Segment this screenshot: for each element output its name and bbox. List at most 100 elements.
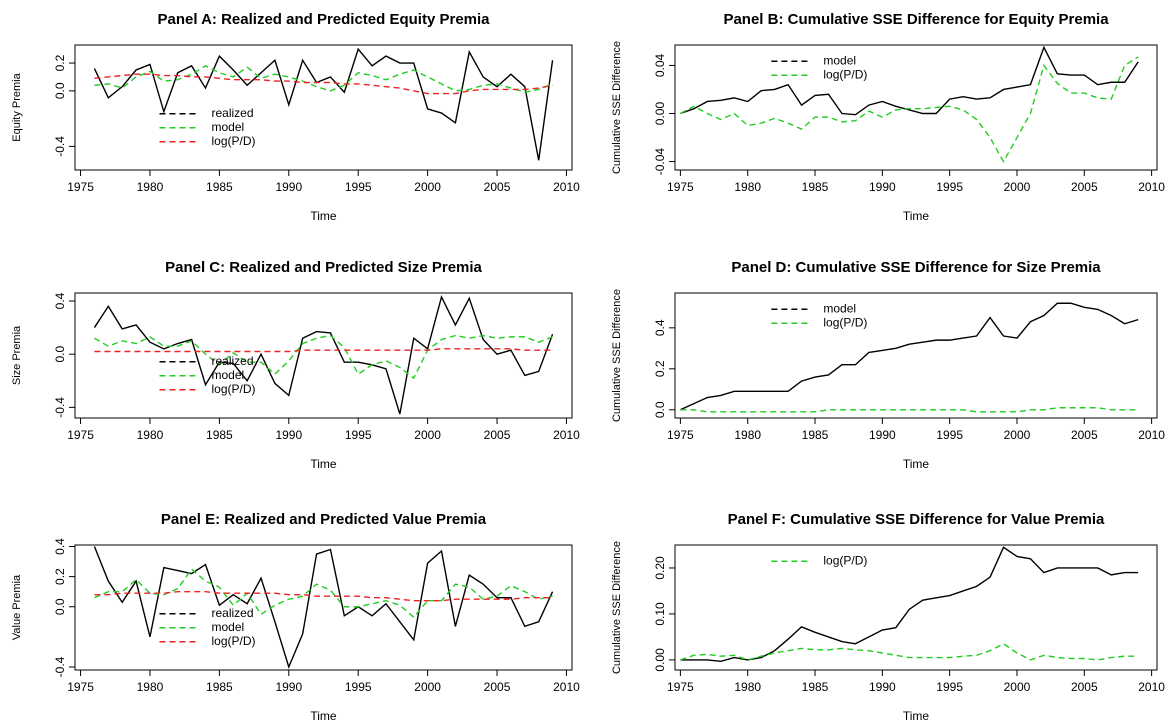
y-tick-label: 0.0 (53, 82, 67, 99)
y-axis-title: Value Premia (11, 574, 23, 640)
y-tick-label: 0.4 (53, 538, 67, 555)
x-tick-label: 1985 (206, 180, 233, 194)
plot-frame (674, 292, 1158, 419)
x-tick-label: 2000 (414, 180, 441, 194)
panel-title: Panel D: Cumulative SSE Difference for S… (731, 259, 1101, 276)
x-tick-label: 2000 (1004, 680, 1031, 694)
series-line (94, 334, 553, 380)
plot-frame (74, 292, 573, 419)
x-tick-label: 1990 (869, 180, 896, 194)
x-tick-label: 1990 (275, 428, 302, 442)
x-tick-label: 1980 (734, 180, 761, 194)
series-line (680, 45, 1139, 116)
legend-label: log(P/D) (211, 382, 255, 396)
series-line (93, 295, 554, 415)
panel-title: Panel A: Realized and Predicted Equity P… (157, 11, 490, 28)
x-tick-label: 1985 (802, 180, 829, 194)
x-tick-label: 1990 (275, 180, 302, 194)
x-tick-label: 2000 (414, 680, 441, 694)
x-axis-title: Time (310, 709, 337, 723)
panel-title: Panel B: Cumulative SSE Difference for E… (723, 11, 1109, 28)
x-tick-label: 1990 (275, 680, 302, 694)
series-line (94, 568, 553, 619)
y-tick-label: -0.04 (653, 148, 667, 176)
x-tick-label: 1995 (345, 428, 372, 442)
series-line (680, 407, 1139, 413)
x-tick-label: 1980 (734, 428, 761, 442)
x-tick-label: 1980 (734, 680, 761, 694)
legend-label: log(P/D) (823, 67, 867, 81)
x-tick-label: 1975 (67, 180, 94, 194)
x-tick-label: 1975 (667, 180, 694, 194)
x-tick-label: 1975 (667, 680, 694, 694)
series-line (680, 56, 1139, 164)
legend-label: log(P/D) (211, 134, 255, 148)
x-tick-label: 2010 (1138, 428, 1165, 442)
x-tick-label: 1975 (667, 428, 694, 442)
panel-title: Panel C: Realized and Predicted Size Pre… (165, 259, 482, 276)
x-tick-label: 1985 (206, 680, 233, 694)
legend-label: model (211, 368, 244, 382)
y-axis-title: Cumulative SSE Difference (611, 41, 623, 174)
x-tick-label: 2005 (1071, 180, 1098, 194)
plot-frame (674, 544, 1158, 671)
x-tick-label: 2010 (1138, 680, 1165, 694)
legend-label: model (211, 620, 244, 634)
y-axis-title: Equity Premia (11, 72, 23, 141)
x-tick-label: 2005 (484, 428, 511, 442)
x-tick-label: 2005 (484, 180, 511, 194)
y-tick-label: 0.00 (653, 102, 667, 126)
plot-frame (74, 44, 573, 171)
legend-label: realized (211, 354, 253, 368)
x-tick-label: 1990 (869, 680, 896, 694)
y-tick-label: 0.10 (653, 602, 667, 626)
y-tick-label: 0.2 (53, 568, 67, 585)
y-tick-label: 0.2 (53, 54, 67, 71)
y-tick-label: 0.2 (653, 360, 667, 377)
x-tick-label: 1995 (345, 180, 372, 194)
x-axis-title: Time (903, 457, 930, 471)
x-tick-label: 1975 (67, 428, 94, 442)
x-tick-label: 2000 (1004, 428, 1031, 442)
x-tick-label: 1995 (936, 680, 963, 694)
series-line (94, 65, 553, 93)
legend-label: log(P/D) (823, 553, 867, 567)
y-axis-title: Size Premia (11, 325, 23, 385)
x-tick-label: 2005 (484, 680, 511, 694)
x-axis-title: Time (903, 709, 930, 723)
y-tick-label: -0.4 (53, 136, 67, 157)
legend-label: model (211, 120, 244, 134)
x-axis-title: Time (903, 209, 930, 223)
y-tick-label: 0.04 (653, 53, 667, 77)
x-tick-label: 2000 (1004, 180, 1031, 194)
legend-label: realized (211, 606, 253, 620)
x-tick-label: 1975 (67, 680, 94, 694)
y-tick-label: 0.0 (653, 401, 667, 418)
plot-frame (74, 544, 573, 671)
y-tick-label: 0.4 (53, 292, 67, 309)
panel-title: Panel E: Realized and Predicted Value Pr… (161, 511, 487, 528)
x-tick-label: 2005 (1071, 428, 1098, 442)
y-axis-title: Cumulative SSE Difference (611, 541, 623, 674)
legend-label: realized (211, 106, 253, 120)
x-tick-label: 1980 (137, 428, 164, 442)
y-tick-label: 0.0 (53, 598, 67, 615)
series-line (680, 642, 1139, 661)
x-axis-title: Time (310, 209, 337, 223)
series-line (93, 546, 554, 670)
x-tick-label: 1980 (137, 180, 164, 194)
series-line (680, 302, 1139, 411)
y-tick-label: 0.4 (653, 319, 667, 336)
x-tick-label: 1985 (206, 428, 233, 442)
x-tick-label: 2010 (553, 180, 580, 194)
x-tick-label: 2010 (553, 680, 580, 694)
plot-frame (674, 44, 1158, 171)
x-tick-label: 1995 (936, 428, 963, 442)
y-tick-label: 0.00 (653, 648, 667, 672)
x-tick-label: 2010 (553, 428, 580, 442)
series-line (94, 73, 553, 95)
series-line (93, 47, 554, 161)
series-line (680, 546, 1139, 662)
